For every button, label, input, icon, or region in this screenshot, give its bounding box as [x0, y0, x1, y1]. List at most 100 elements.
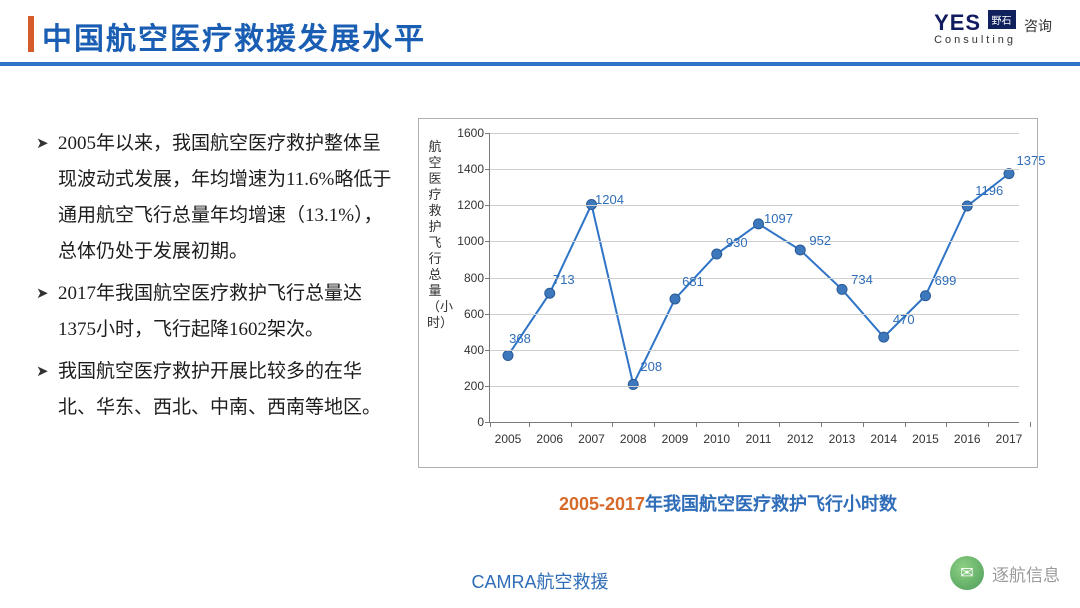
chart-point-label: 681	[682, 274, 704, 289]
chart-ytick-mark	[485, 386, 490, 387]
chart-marker	[879, 332, 889, 342]
chart-caption: 2005-2017年我国航空医疗救护飞行小时数	[418, 490, 1038, 516]
chart-xtick-label: 2007	[578, 432, 605, 446]
chart-marker	[545, 288, 555, 298]
bullet-list: 2005年以来，我国航空医疗救护整体呈现波动式发展，年均增速为11.6%略低于通…	[36, 126, 396, 432]
chart-gridline	[490, 133, 1019, 134]
chart-xtick-mark	[529, 422, 530, 427]
brand-consulting: Consulting	[934, 34, 1052, 46]
chart-xtick-label: 2016	[954, 432, 981, 446]
chart-point-label: 952	[809, 233, 831, 248]
chart-gridline	[490, 314, 1019, 315]
chart-box: 航空医疗救护飞行总量（小时） 0200400600800100012001400…	[418, 118, 1038, 468]
chart-marker	[670, 294, 680, 304]
chart-point-label: 208	[640, 359, 662, 374]
chart-ytick-mark	[485, 205, 490, 206]
chart-marker	[712, 249, 722, 259]
title-accent	[28, 16, 34, 52]
chart-gridline	[490, 350, 1019, 351]
chart-marker	[837, 284, 847, 294]
chart-ytick-label: 1400	[450, 162, 484, 176]
chart-ytick-label: 400	[450, 343, 484, 357]
chart-point-label: 470	[893, 312, 915, 327]
chart-xtick-label: 2013	[829, 432, 856, 446]
chart-gridline	[490, 205, 1019, 206]
chart-xtick-mark	[779, 422, 780, 427]
chart-xtick-label: 2010	[703, 432, 730, 446]
chart-xtick-label: 2008	[620, 432, 647, 446]
chart-point-label: 1196	[975, 183, 1003, 198]
watermark-text: 逐航信息	[992, 561, 1060, 586]
chart-point-label: 1375	[1017, 153, 1046, 168]
chart-marker	[921, 291, 931, 301]
chart-xtick-label: 2009	[662, 432, 689, 446]
chart-ytick-label: 600	[450, 307, 484, 321]
header-rule	[0, 62, 1080, 66]
chart-marker	[795, 245, 805, 255]
chart-point-label: 1204	[595, 192, 624, 207]
chart-ytick-mark	[485, 314, 490, 315]
chart-xtick-mark	[571, 422, 572, 427]
wechat-icon: ✉	[950, 556, 984, 590]
chart-ytick-mark	[485, 350, 490, 351]
chart-point-label: 699	[935, 273, 957, 288]
chart-xtick-label: 2014	[870, 432, 897, 446]
chart-point-label: 1097	[764, 211, 793, 226]
chart-ytick-label: 200	[450, 379, 484, 393]
chart-ytick-label: 800	[450, 271, 484, 285]
chart-xtick-label: 2015	[912, 432, 939, 446]
slide-root: 中国航空医疗救援发展水平 YES 野石 咨询 Consulting 2005年以…	[0, 0, 1080, 608]
chart-plot-area: 0200400600800100012001400160020052006200…	[489, 133, 1019, 423]
chart-ytick-mark	[485, 241, 490, 242]
brand-zixun: 咨询	[1024, 16, 1052, 36]
chart-xtick-mark	[821, 422, 822, 427]
chart-point-label: 930	[726, 235, 748, 250]
chart-ytick-mark	[485, 278, 490, 279]
brand-logo: YES 野石 咨询 Consulting	[934, 10, 1052, 46]
chart-ytick-mark	[485, 133, 490, 134]
chart-xtick-mark	[946, 422, 947, 427]
chart-xtick-mark	[612, 422, 613, 427]
slide-header: 中国航空医疗救援发展水平 YES 野石 咨询 Consulting	[0, 0, 1080, 62]
bullet-item: 2005年以来，我国航空医疗救护整体呈现波动式发展，年均增速为11.6%略低于通…	[36, 126, 396, 270]
chart-ytick-label: 1600	[450, 126, 484, 140]
chart-ytick-label: 1200	[450, 198, 484, 212]
chart-xtick-mark	[738, 422, 739, 427]
chart-ylabel: 航空医疗救护飞行总量（小时）	[427, 139, 443, 331]
chart-caption-range: 2005-2017	[559, 494, 645, 514]
chart-gridline	[490, 386, 1019, 387]
chart-point-label: 713	[553, 272, 575, 287]
chart-xtick-mark	[654, 422, 655, 427]
chart-caption-rest: 年我国航空医疗救护飞行小时数	[645, 494, 897, 514]
chart-xtick-label: 2006	[536, 432, 563, 446]
chart-xtick-label: 2011	[746, 432, 772, 446]
watermark: ✉ 逐航信息	[950, 556, 1060, 590]
chart-xtick-label: 2005	[495, 432, 522, 446]
chart-marker	[628, 379, 638, 389]
chart-xtick-label: 2012	[787, 432, 814, 446]
chart-point-label: 734	[851, 272, 873, 287]
chart-marker	[1004, 169, 1014, 179]
chart-marker	[503, 351, 513, 361]
chart-container: 航空医疗救护飞行总量（小时） 0200400600800100012001400…	[418, 118, 1038, 516]
chart-xtick-mark	[1030, 422, 1031, 427]
chart-ytick-label: 1000	[450, 234, 484, 248]
chart-xtick-mark	[490, 422, 491, 427]
slide-body: 2005年以来，我国航空医疗救护整体呈现波动式发展，年均增速为11.6%略低于通…	[0, 100, 1080, 608]
chart-xtick-mark	[696, 422, 697, 427]
chart-point-label: 368	[509, 331, 531, 346]
chart-ytick-label: 0	[450, 415, 484, 429]
chart-xtick-mark	[863, 422, 864, 427]
brand-yes: YES	[934, 10, 981, 36]
brand-box: 野石	[988, 10, 1016, 29]
chart-xtick-label: 2017	[996, 432, 1023, 446]
footer-center-text: CAMRA航空救援	[0, 568, 1080, 594]
bullet-item: 2017年我国航空医疗救护飞行总量达1375小时，飞行起降1602架次。	[36, 276, 396, 348]
chart-xtick-mark	[988, 422, 989, 427]
chart-gridline	[490, 241, 1019, 242]
bullet-item: 我国航空医疗救护开展比较多的在华北、华东、西北、中南、西南等地区。	[36, 354, 396, 426]
chart-marker	[754, 219, 764, 229]
chart-xtick-mark	[905, 422, 906, 427]
chart-gridline	[490, 169, 1019, 170]
chart-ytick-mark	[485, 169, 490, 170]
